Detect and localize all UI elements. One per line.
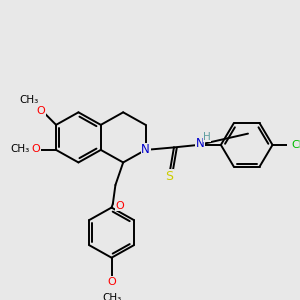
Text: N: N <box>196 136 205 149</box>
Text: O: O <box>107 277 116 287</box>
Text: CH₃: CH₃ <box>10 144 29 154</box>
Text: Cl: Cl <box>291 140 300 150</box>
Text: CH₃: CH₃ <box>102 293 121 300</box>
Text: N: N <box>141 143 150 156</box>
Text: O: O <box>32 144 40 154</box>
Text: O: O <box>115 201 124 211</box>
Text: O: O <box>37 106 46 116</box>
Text: CH₃: CH₃ <box>19 95 39 105</box>
Text: H: H <box>203 131 211 142</box>
Text: S: S <box>165 170 173 183</box>
